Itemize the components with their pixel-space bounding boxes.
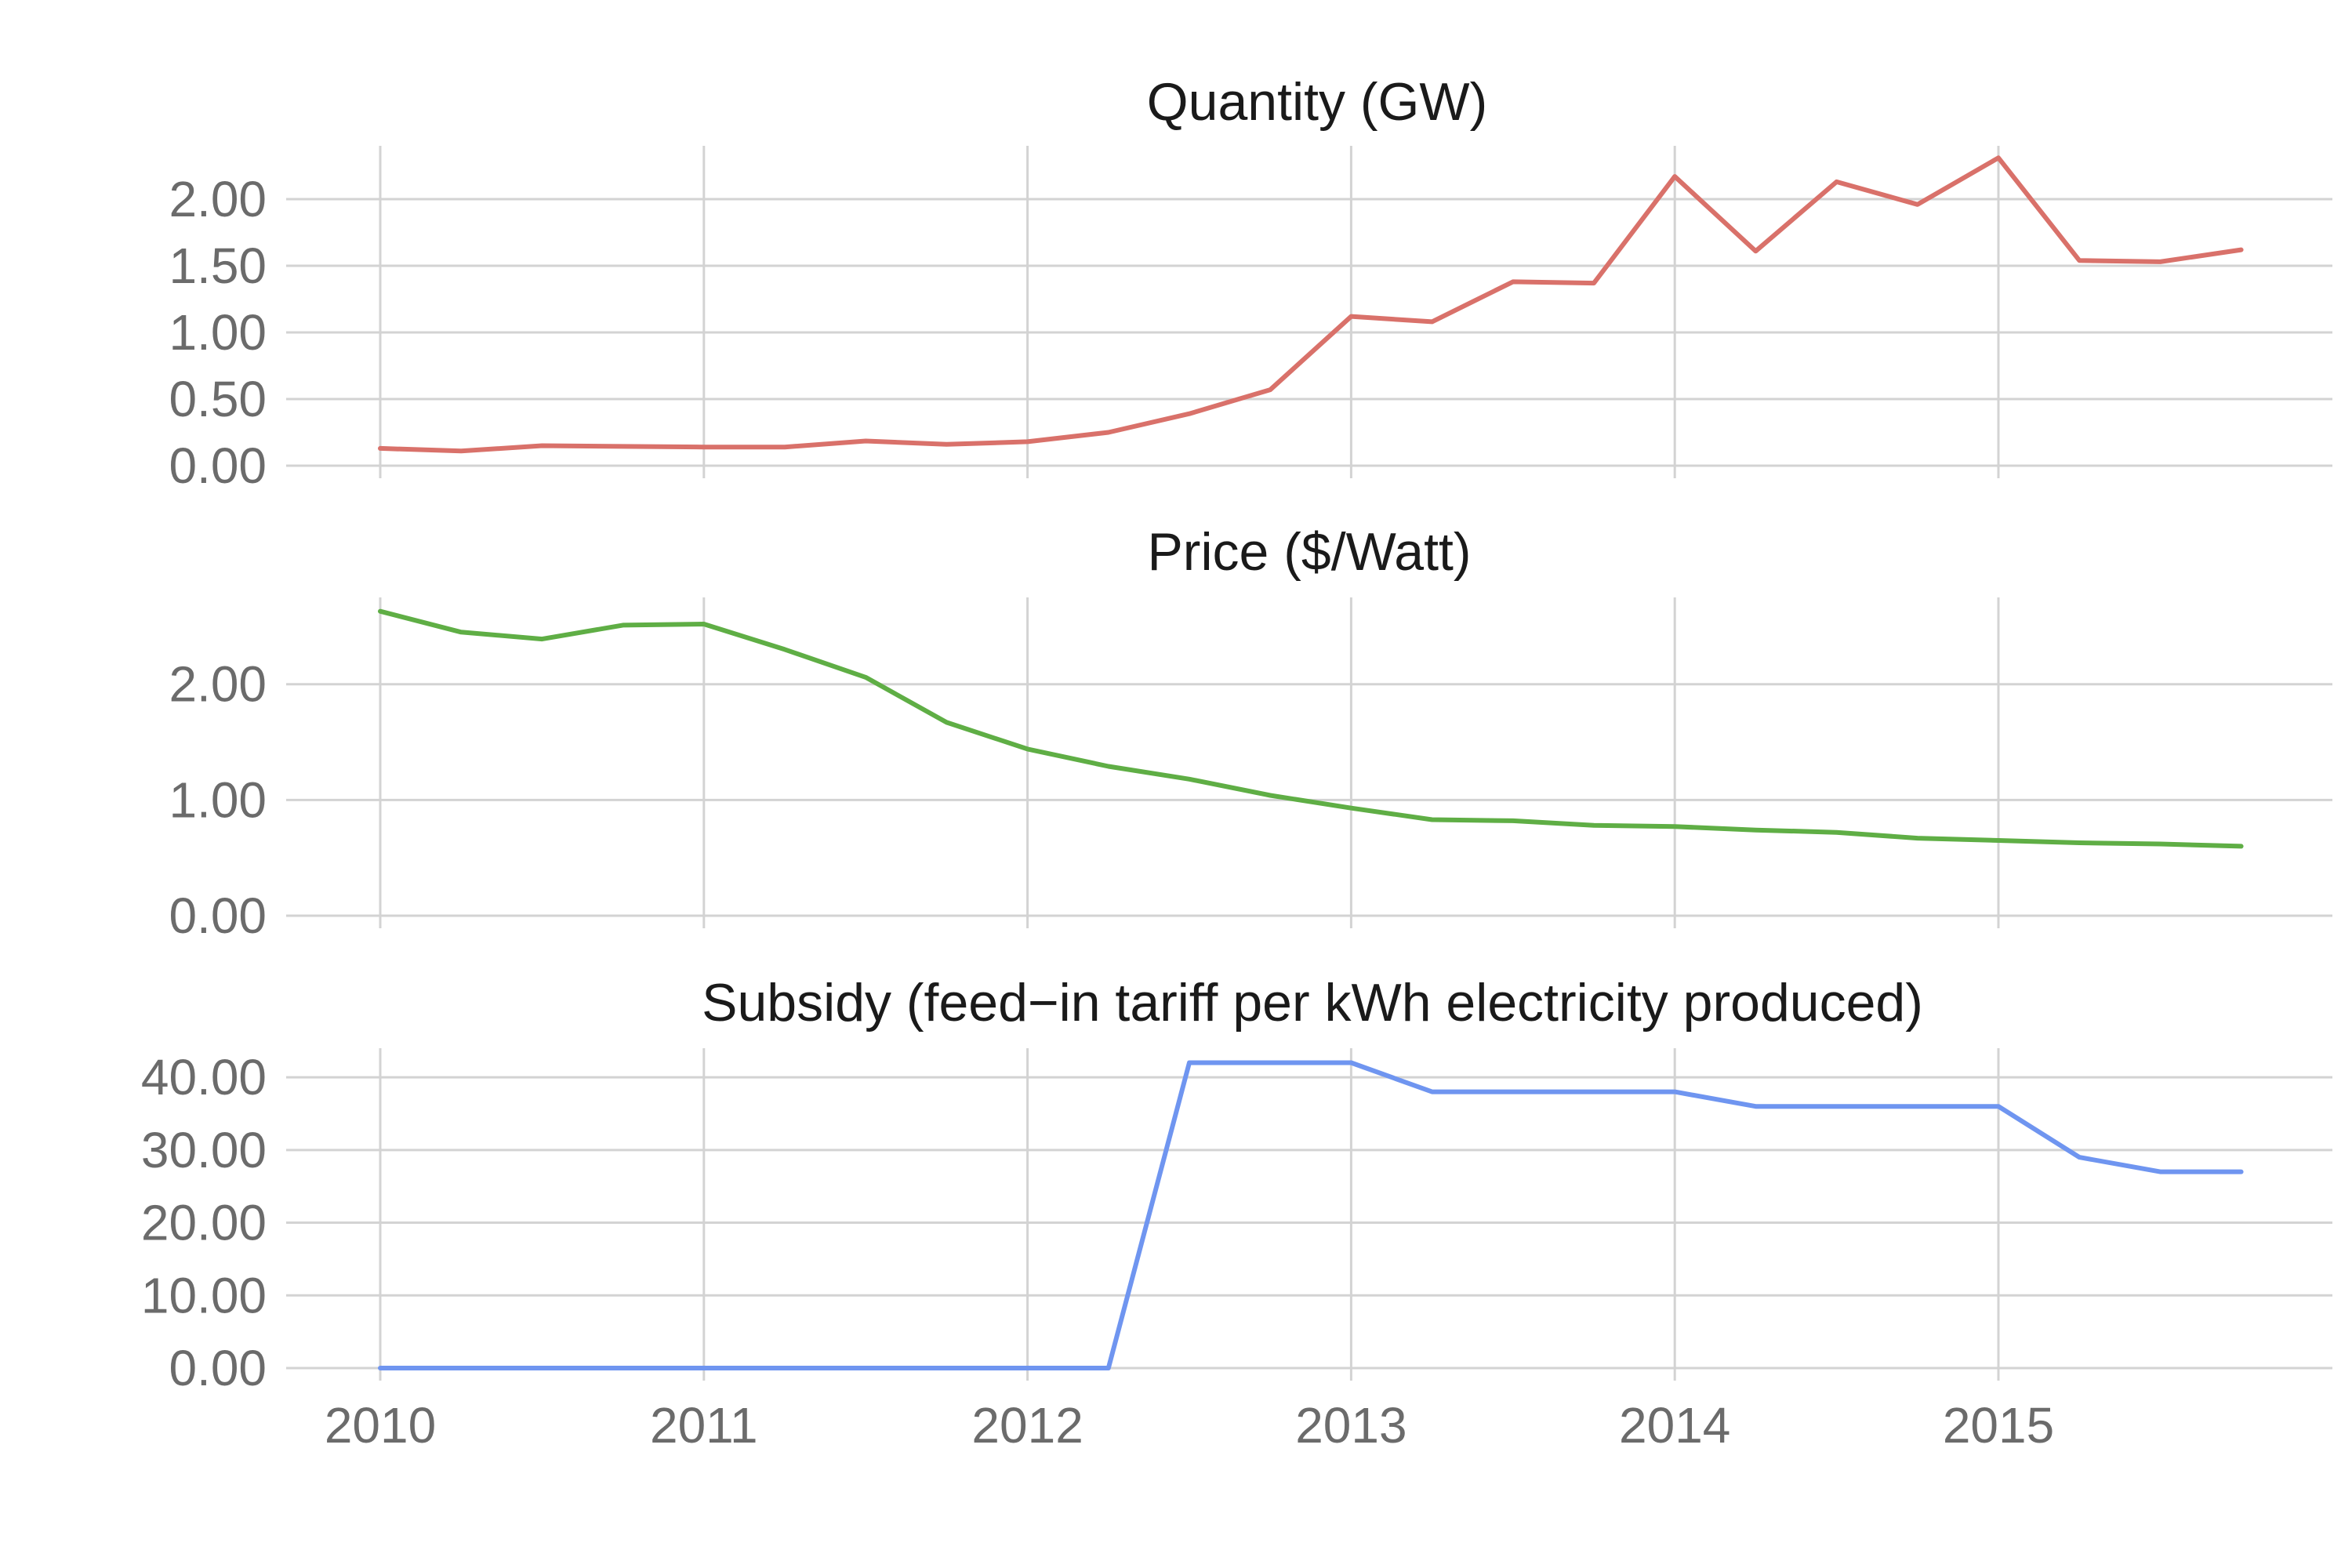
series-line-quantity bbox=[378, 155, 2244, 454]
y-tick-label: 0.50 bbox=[169, 371, 267, 427]
y-tick-label: 10.00 bbox=[141, 1267, 267, 1323]
panel-title-subsidy: Subsidy (feed−in tariff per kWh electric… bbox=[702, 973, 1923, 1033]
series-line-price bbox=[378, 608, 2244, 849]
subsidy-series bbox=[378, 1060, 2244, 1370]
subsidy-gridlines bbox=[286, 1048, 2332, 1381]
y-tick-label: 2.00 bbox=[169, 656, 267, 713]
quantity-y-tick-labels: 0.00 0.50 1.00 1.50 2.00 bbox=[169, 171, 267, 494]
y-tick-label: 30.00 bbox=[141, 1122, 267, 1178]
x-tick-label-2011: 2011 bbox=[650, 1397, 758, 1454]
y-tick-label: 40.00 bbox=[141, 1049, 267, 1105]
price-y-tick-labels: 0.00 1.00 2.00 bbox=[169, 656, 267, 944]
x-axis-tick-labels: 2010 2011 2012 2013 2014 2015 bbox=[325, 1397, 2054, 1454]
price-gridlines bbox=[286, 597, 2332, 928]
x-tick-label-2015: 2015 bbox=[1943, 1397, 2054, 1454]
y-tick-label: 0.00 bbox=[169, 437, 267, 494]
quantity-gridlines bbox=[286, 146, 2332, 478]
panel-title-price: Price ($/Watt) bbox=[1147, 522, 1471, 582]
panel-title-quantity: Quantity (GW) bbox=[1147, 72, 1488, 132]
y-tick-label: 0.00 bbox=[169, 1340, 267, 1396]
series-line-subsidy bbox=[378, 1060, 2244, 1370]
y-tick-label: 1.50 bbox=[169, 238, 267, 294]
price-series bbox=[378, 608, 2244, 849]
quantity-series bbox=[378, 155, 2244, 454]
y-tick-label: 20.00 bbox=[141, 1195, 267, 1251]
panel-price: Price ($/Watt) 0.00 1.00 2.00 bbox=[169, 522, 2332, 944]
subsidy-y-tick-labels: 0.00 10.00 20.00 30.00 40.00 bbox=[141, 1049, 267, 1396]
y-tick-label: 1.00 bbox=[169, 771, 267, 828]
y-tick-label: 0.00 bbox=[169, 887, 267, 944]
x-tick-label-2010: 2010 bbox=[325, 1397, 436, 1454]
y-tick-label: 2.00 bbox=[169, 171, 267, 227]
panel-quantity: Quantity (GW) 0.00 0.50 1.00 1.50 2.00 bbox=[169, 72, 2332, 494]
y-tick-label: 1.00 bbox=[169, 304, 267, 361]
x-tick-label-2014: 2014 bbox=[1619, 1397, 1730, 1454]
x-tick-label-2012: 2012 bbox=[971, 1397, 1083, 1454]
x-tick-label-2013: 2013 bbox=[1295, 1397, 1406, 1454]
panel-subsidy: Subsidy (feed−in tariff per kWh electric… bbox=[141, 973, 2332, 1454]
